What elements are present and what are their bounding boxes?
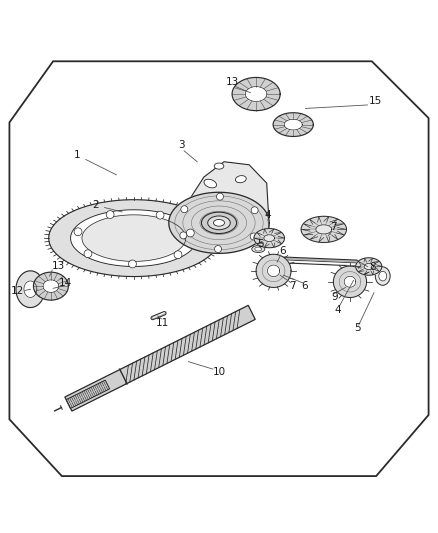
Circle shape <box>84 250 92 257</box>
Polygon shape <box>24 281 37 297</box>
Ellipse shape <box>214 163 224 169</box>
Polygon shape <box>344 276 356 287</box>
Ellipse shape <box>204 179 216 188</box>
Text: 7: 7 <box>330 222 337 232</box>
Circle shape <box>250 233 257 240</box>
Text: 12: 12 <box>11 286 24 296</box>
Ellipse shape <box>252 246 265 253</box>
Text: 6: 6 <box>279 246 286 256</box>
Polygon shape <box>316 225 332 234</box>
Polygon shape <box>232 77 280 111</box>
Ellipse shape <box>201 212 237 233</box>
Text: 10: 10 <box>212 367 226 377</box>
Text: 3: 3 <box>179 140 185 150</box>
Circle shape <box>106 211 114 219</box>
Polygon shape <box>264 235 275 241</box>
Text: 13: 13 <box>52 261 65 271</box>
Polygon shape <box>82 215 186 261</box>
Ellipse shape <box>208 216 230 230</box>
Text: 14: 14 <box>59 278 72 288</box>
Text: 1: 1 <box>74 150 81 160</box>
Circle shape <box>128 260 136 268</box>
Text: 2: 2 <box>92 200 99 211</box>
Circle shape <box>74 228 82 236</box>
Circle shape <box>215 246 222 253</box>
Text: 9: 9 <box>331 292 338 302</box>
Polygon shape <box>10 61 428 476</box>
Polygon shape <box>65 305 255 411</box>
Polygon shape <box>245 86 267 101</box>
Text: 13: 13 <box>226 77 239 87</box>
Ellipse shape <box>259 257 288 285</box>
Polygon shape <box>284 119 302 130</box>
Circle shape <box>180 232 187 239</box>
Polygon shape <box>333 266 367 297</box>
Circle shape <box>174 251 182 259</box>
Polygon shape <box>356 258 382 275</box>
Polygon shape <box>273 112 313 136</box>
Polygon shape <box>254 229 285 248</box>
Polygon shape <box>169 192 269 253</box>
Ellipse shape <box>213 220 225 226</box>
Polygon shape <box>16 271 45 308</box>
Text: 5: 5 <box>258 239 264 249</box>
Text: 15: 15 <box>369 96 382 107</box>
Polygon shape <box>301 216 346 243</box>
Text: 6: 6 <box>301 281 307 291</box>
Polygon shape <box>364 263 373 270</box>
Polygon shape <box>256 254 291 287</box>
Polygon shape <box>66 380 110 408</box>
Polygon shape <box>43 280 59 293</box>
Circle shape <box>181 206 188 213</box>
Polygon shape <box>49 200 219 277</box>
Text: 7: 7 <box>289 281 296 291</box>
Polygon shape <box>177 161 269 226</box>
Text: 5: 5 <box>354 324 361 334</box>
Text: 4: 4 <box>265 210 271 220</box>
Circle shape <box>251 207 258 214</box>
Polygon shape <box>268 265 280 277</box>
Polygon shape <box>33 272 68 300</box>
Ellipse shape <box>255 247 262 251</box>
Circle shape <box>216 193 223 200</box>
Text: 4: 4 <box>335 305 342 315</box>
Ellipse shape <box>375 267 390 285</box>
Polygon shape <box>71 210 197 266</box>
Ellipse shape <box>379 271 387 281</box>
Circle shape <box>187 229 194 237</box>
Circle shape <box>156 211 164 219</box>
Text: 8: 8 <box>369 262 376 271</box>
Text: 11: 11 <box>155 318 169 328</box>
Ellipse shape <box>235 175 246 183</box>
